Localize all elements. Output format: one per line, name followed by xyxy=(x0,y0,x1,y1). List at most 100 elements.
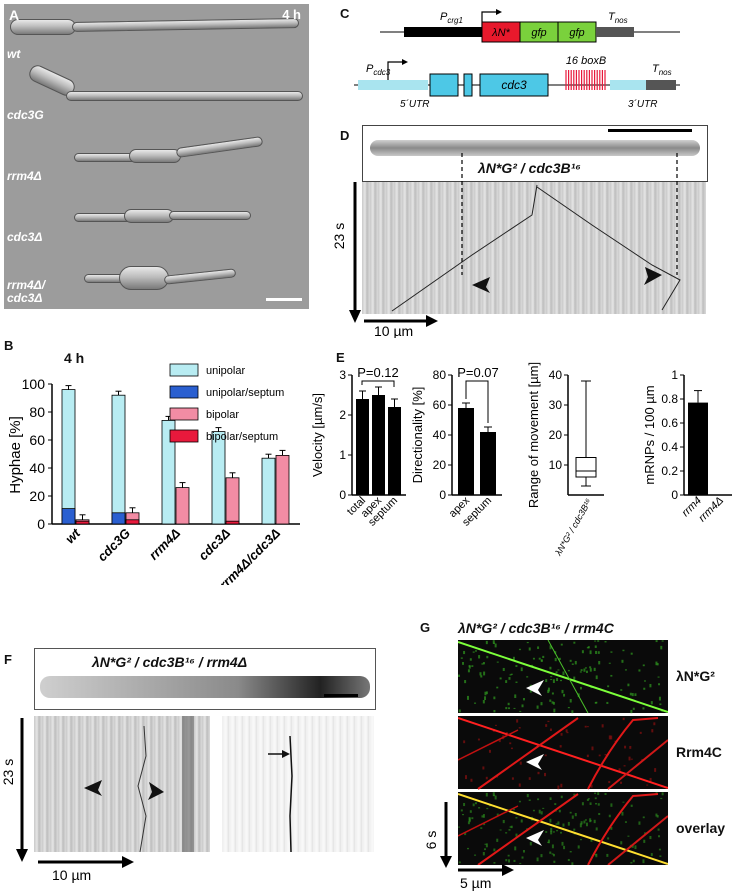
micrograph-cdc3g: cdc3G xyxy=(4,65,309,126)
y-axis-label: Directionality [%] xyxy=(410,387,425,484)
row-label-double-deletion: rrm4Δ/ cdc3Δ xyxy=(7,278,46,305)
panel-c-letter: C xyxy=(340,6,350,21)
bar-velocity xyxy=(388,407,401,495)
channel-label-red: Rrm4C xyxy=(676,744,722,760)
promoter-crg1-box xyxy=(404,27,482,37)
y-tick-label: 30 xyxy=(549,398,563,412)
y-tick-label: 10 xyxy=(549,458,563,472)
y-tick-label: 20 xyxy=(549,428,563,442)
panel-a-time: 4 h xyxy=(282,7,301,22)
panel-d-title: λN*G² / cdc3B¹⁶ xyxy=(478,160,581,176)
box xyxy=(575,457,597,478)
axes-f: 23 s 10 µm xyxy=(0,718,134,883)
bar-unipolar xyxy=(111,394,126,525)
y-tick-label: 20 xyxy=(29,488,45,504)
utr3-label: 3´UTR xyxy=(628,98,657,110)
panel-f-title: λN*G² / cdc3B¹⁶ / rrm4Δ xyxy=(92,654,248,670)
bar-velocity xyxy=(356,399,369,495)
micrograph-wt: A 4 h wt xyxy=(4,4,309,65)
kymographs-g xyxy=(458,640,668,865)
y-tick-label: 0 xyxy=(439,488,446,502)
gfp-label-1: gfp xyxy=(531,27,546,39)
category-label: cdc3Δ xyxy=(195,525,233,563)
cdc3-label: cdc3 xyxy=(501,78,527,92)
legend-swatch xyxy=(169,385,199,399)
y-tick-label: 20 xyxy=(433,458,447,472)
micrograph-double-deletion: rrm4Δ/ cdc3Δ xyxy=(4,248,309,309)
channel-label-green: λN*G² xyxy=(676,668,715,684)
y-tick-label: 0.8 xyxy=(661,392,678,406)
axes-d: 23 s 10 µm xyxy=(331,182,438,338)
bar-unipolar-septum xyxy=(61,508,76,525)
panel-e-letter: E xyxy=(336,350,345,365)
y-tick-label: 80 xyxy=(29,404,45,420)
y-axis-label: Velocity [µm/s] xyxy=(310,393,325,477)
construct-diagram: Pcrg1 λN* gfp gfp Tnos Pcdc3 cdc3 16 box… xyxy=(354,9,680,110)
panel-d-letter: D xyxy=(340,128,350,143)
y-axis-label: mRNPs / 100 µm xyxy=(642,385,657,484)
panel-f-letter: F xyxy=(4,652,12,667)
kymograph-f-left xyxy=(34,716,210,852)
promoter-cdc3-label: Pcdc3 xyxy=(366,63,391,77)
y-tick-label: 60 xyxy=(433,398,447,412)
bar-mrnp xyxy=(688,402,708,495)
bar-bipolar xyxy=(225,477,240,525)
terminator-nos-box-2 xyxy=(646,80,676,90)
time-label-f: 23 s xyxy=(0,759,16,785)
y-tick-label: 2 xyxy=(339,408,346,422)
p-value-1: P=0.12 xyxy=(357,365,399,380)
arrow-f xyxy=(282,750,290,758)
y-tick-label: 100 xyxy=(22,376,46,392)
y-tick-label: 0.4 xyxy=(661,440,678,454)
terminator-nos-label-1: Tnos xyxy=(608,11,628,25)
y-tick-label: 0 xyxy=(339,488,346,502)
utr5-label: 5´UTR xyxy=(400,98,429,110)
y-tick-label: 0.2 xyxy=(661,464,678,478)
row-label-cdc3g: cdc3G xyxy=(7,108,44,122)
boxb-label: 16 boxB xyxy=(566,55,606,67)
bar-bipolar xyxy=(175,487,190,525)
legend-label: unipolar/septum xyxy=(206,387,284,399)
time-label-g: 6 s xyxy=(423,831,439,850)
y-tick-label: 0.6 xyxy=(661,416,678,430)
channel-label-overlay: overlay xyxy=(676,820,726,836)
row-label-wt: wt xyxy=(7,47,21,61)
y-tick-label: 3 xyxy=(339,368,346,382)
promoter-crg1-label: Pcrg1 xyxy=(440,11,463,25)
y-tick-label: 80 xyxy=(433,368,447,382)
bar-bipolar-septum xyxy=(75,520,90,525)
y-tick-label: 40 xyxy=(29,460,45,476)
gfp-label-2: gfp xyxy=(569,27,584,39)
panel-g-title: λN*G² / cdc3B¹⁶ / rrm4C xyxy=(458,620,614,636)
cdc3-box xyxy=(479,73,549,97)
axes-g: 6 s 5 µm xyxy=(423,802,514,891)
y-tick-label: 0 xyxy=(37,516,45,532)
category-label: λN*G² / cdc3B¹⁶ xyxy=(553,497,594,558)
panel-g-letter: G xyxy=(420,620,431,635)
time-label-d: 23 s xyxy=(331,223,347,249)
legend-swatch xyxy=(169,363,199,377)
lambda-n-label: λN* xyxy=(491,27,510,39)
utr3-box xyxy=(610,80,646,90)
distance-label-d: 10 µm xyxy=(374,323,413,338)
y-tick-label: 40 xyxy=(433,428,447,442)
panel-a-letter: A xyxy=(9,7,20,23)
micrograph-cdc3-deletion: cdc3Δ xyxy=(4,187,309,248)
bar-bipolar xyxy=(275,455,290,525)
bar-bipolar-septum xyxy=(125,519,140,525)
category-label: rrm4Δ xyxy=(696,495,726,525)
bar-unipolar xyxy=(261,457,276,525)
legend-label: unipolar xyxy=(206,365,245,377)
bar-unipolar xyxy=(211,431,226,525)
arrowhead-d-1 xyxy=(472,277,490,293)
arrowhead-g-1 xyxy=(526,680,544,696)
category-label: cdc3G xyxy=(94,526,133,565)
y-tick-label: 1 xyxy=(339,448,346,462)
scale-bar-f xyxy=(324,694,358,697)
distance-label-f: 10 µm xyxy=(52,867,91,883)
arrowhead-f-2 xyxy=(148,782,164,800)
bar-bipolar-septum xyxy=(225,520,240,525)
y-tick-label: 40 xyxy=(549,368,563,382)
kymograph-f-right xyxy=(222,716,374,852)
